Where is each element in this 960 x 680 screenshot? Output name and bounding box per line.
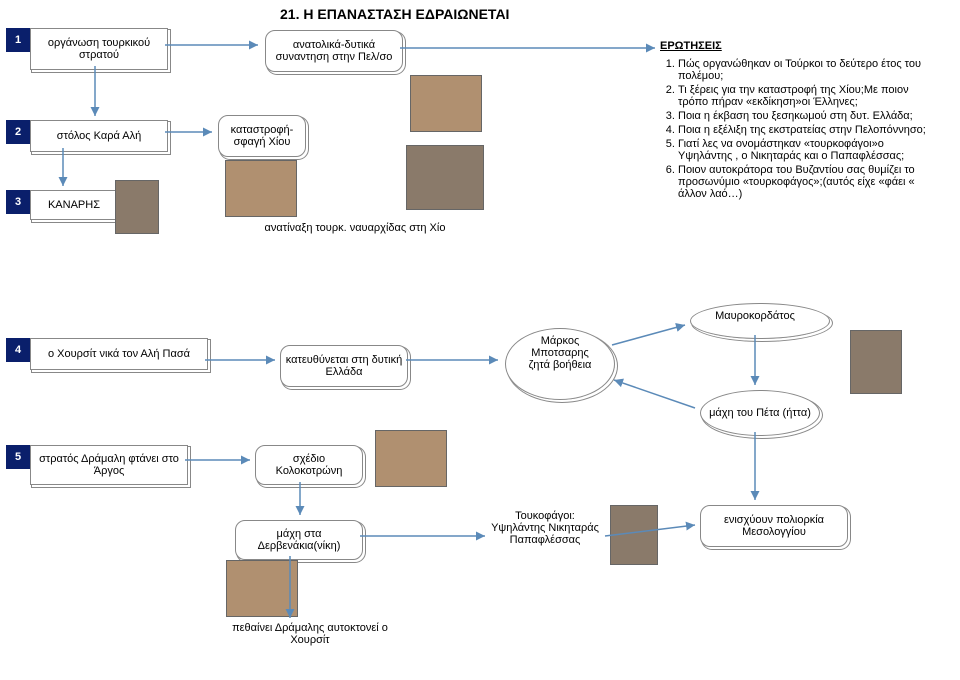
portrait-mavro — [850, 330, 902, 394]
num-1: 1 — [6, 28, 30, 52]
node-enisxyoun: ενισχύουν πολιορκία Μεσολογγίου — [700, 505, 848, 547]
questions-panel: ΕΡΩΤΗΣΕΙΣ Πώς οργανώθηκαν οι Τούρκοι το … — [660, 40, 940, 202]
box-dramalis: στρατός Δράμαλη φτάνει στο Άργος — [30, 445, 188, 485]
num-2: 2 — [6, 120, 30, 144]
oval-peta: μάχη του Πέτα (ήττα) — [700, 390, 820, 436]
box-stolos: στόλος Καρά Αλή — [30, 120, 168, 152]
box-choursit: ο Χουρσίτ νικά τον Αλή Πασά — [30, 338, 208, 370]
oval-mavro — [690, 303, 830, 339]
question-item: Πώς οργανώθηκαν οι Τούρκοι το δεύτερο έτ… — [678, 58, 940, 82]
question-item: Τι ξέρεις για την καταστροφή της Χίου;Με… — [678, 84, 940, 108]
caption-pethaine: πεθαίνει Δράμαλης αυτοκτονεί ο Χουρσίτ — [230, 622, 390, 646]
image-sxedio — [375, 430, 447, 487]
page-title: 21. Η ΕΠΑΝΑΣΤΑΣΗ ΕΔΡΑΙΩΝΕΤΑΙ — [280, 6, 509, 22]
node-synantisi: ανατολικά-δυτικά συναντηση στην Πελ/σο — [265, 30, 403, 72]
portrait-tourk — [610, 505, 658, 565]
question-item: Ποια η εξέλιξη της εκστρατείας στην Πελο… — [678, 124, 940, 136]
question-item: Ποια η έκβαση του ξεσηκωμού στη δυτ. Ελλ… — [678, 110, 940, 122]
box-kanaris: ΚΑΝΑΡΗΣ — [30, 190, 118, 220]
question-item: Γιατί λες να ονομάστηκαν «τουρκοφάγοι»ο … — [678, 138, 940, 162]
portrait-kanaris — [115, 180, 159, 234]
num-5: 5 — [6, 445, 30, 469]
image-dervenakia — [226, 560, 298, 617]
node-dytiki-ellada: κατευθύνεται στη δυτική Ελλάδα — [280, 345, 408, 387]
node-sfagi-xiou: καταστροφή- σφαγή Χίου — [218, 115, 306, 157]
num-4: 4 — [6, 338, 30, 362]
question-item: Ποιον αυτοκράτορα του Βυζαντίου σας θυμί… — [678, 164, 940, 200]
node-sxedio-kolokotroni: σχέδιο Κολοκοτρώνη — [255, 445, 363, 485]
caption-anatinaxi: ανατίναξη τουρκ. ναυαρχίδας στη Χίο — [250, 222, 460, 234]
oval-botsaris — [505, 328, 615, 400]
image-sfagi — [225, 160, 297, 217]
label-tourkofagoi: Τουκοφάγοι: Υψηλάντης Νικηταράς Παπαφλέσ… — [490, 510, 600, 546]
questions-heading: ΕΡΩΤΗΣΕΙΣ — [660, 40, 940, 52]
image-peloponnisos — [410, 75, 482, 132]
box-org-stratou: οργάνωση τουρκικού στρατού — [30, 28, 168, 70]
num-3: 3 — [6, 190, 30, 214]
node-dervenakia: μάχη στα Δερβενάκια(νίκη) — [235, 520, 363, 560]
image-nav — [406, 145, 484, 210]
questions-list: Πώς οργανώθηκαν οι Τούρκοι το δεύτερο έτ… — [660, 58, 940, 200]
